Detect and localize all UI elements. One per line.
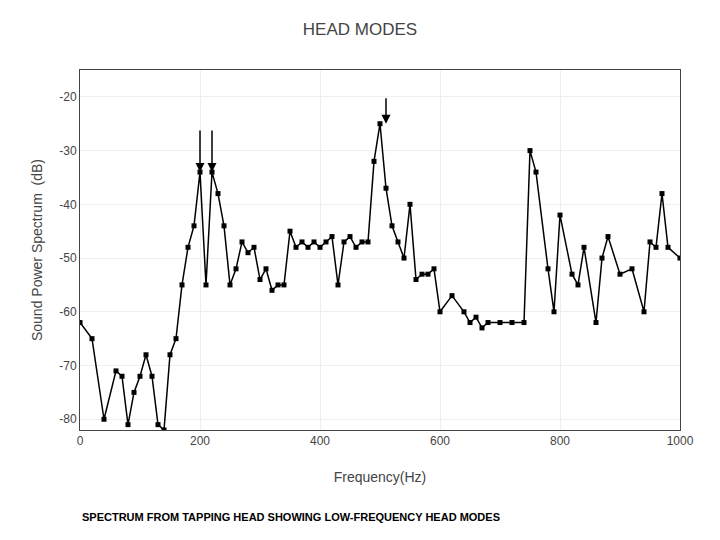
svg-text:-50: -50 — [59, 251, 77, 265]
svg-text:800: 800 — [550, 434, 570, 448]
svg-text:200: 200 — [190, 434, 210, 448]
svg-text:-80: -80 — [59, 412, 77, 426]
svg-text:-20: -20 — [59, 90, 77, 104]
svg-text:-30: -30 — [59, 144, 77, 158]
svg-text:0: 0 — [77, 434, 84, 448]
svg-text:400: 400 — [310, 434, 330, 448]
svg-text:-70: -70 — [59, 359, 77, 373]
svg-text:Sound Power Spectrum (dB): Sound Power Spectrum (dB) — [29, 159, 45, 341]
svg-text:-60: -60 — [59, 305, 77, 319]
svg-text:SPECTRUM FROM TAPPING HEAD SHO: SPECTRUM FROM TAPPING HEAD SHOWING LOW-F… — [82, 511, 500, 523]
svg-text:HEAD MODES: HEAD MODES — [303, 20, 417, 39]
svg-text:Frequency(Hz): Frequency(Hz) — [334, 469, 427, 485]
svg-text:-40: -40 — [59, 198, 77, 212]
svg-text:600: 600 — [430, 434, 450, 448]
svg-text:1000: 1000 — [667, 434, 694, 448]
